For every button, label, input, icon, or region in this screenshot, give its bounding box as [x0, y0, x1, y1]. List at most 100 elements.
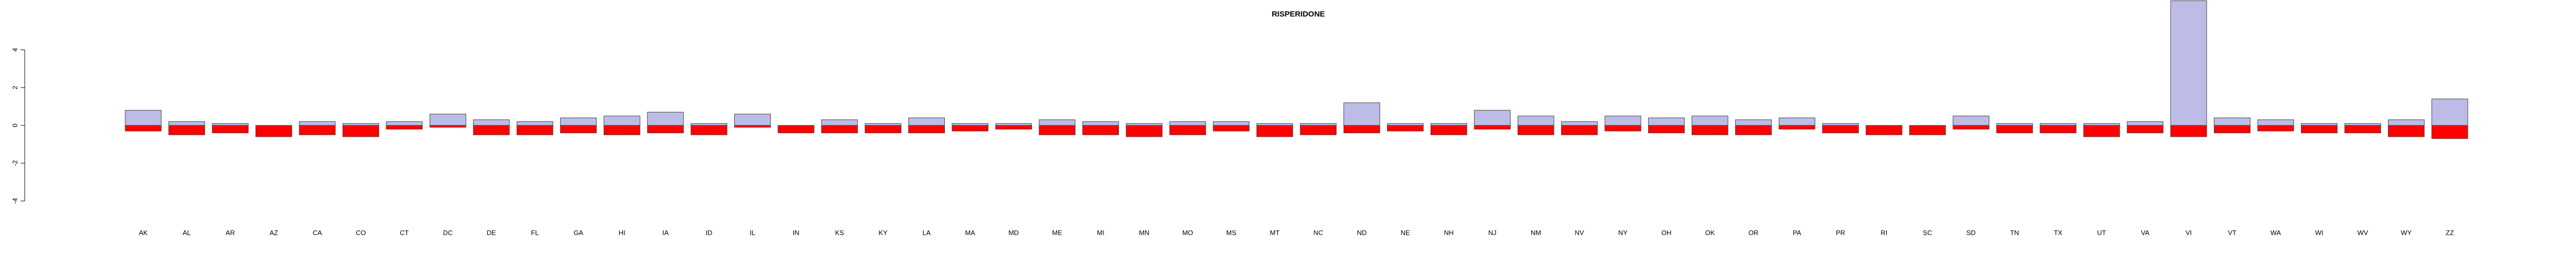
bar — [690, 125, 727, 135]
bar — [1430, 125, 1467, 135]
bar — [2127, 121, 2164, 126]
bar — [908, 117, 945, 126]
x-tick-label: FL — [531, 229, 539, 236]
bar — [473, 119, 510, 126]
bar — [386, 121, 423, 126]
bar — [1343, 102, 1380, 126]
x-tick-label: NV — [1575, 229, 1584, 236]
bar — [1604, 125, 1641, 132]
bar — [1517, 116, 1554, 126]
bar — [516, 125, 553, 135]
bar — [1909, 125, 1946, 135]
x-tick-label: SD — [1967, 229, 1976, 236]
bar — [2388, 119, 2425, 126]
bar — [734, 125, 771, 128]
bar — [1474, 125, 1511, 130]
bar — [2040, 125, 2077, 134]
bar — [1996, 123, 2033, 126]
bar — [168, 125, 205, 135]
bar — [255, 125, 292, 137]
x-tick-label: NY — [1618, 229, 1628, 236]
bar — [952, 123, 989, 126]
bar — [1300, 123, 1337, 126]
x-tick-label: MA — [965, 229, 975, 236]
bar — [473, 125, 510, 135]
bar — [429, 125, 466, 128]
bar — [2257, 119, 2294, 126]
bar — [952, 125, 989, 132]
bar — [560, 125, 597, 134]
bar — [690, 123, 727, 126]
x-tick-label: DE — [487, 229, 496, 236]
x-tick-label: NE — [1401, 229, 1410, 236]
x-tick-label: AK — [139, 229, 148, 236]
bar — [1256, 125, 1293, 137]
bar — [734, 114, 771, 126]
chart-title: RISPERIDONE — [1272, 10, 1325, 19]
bar — [212, 125, 249, 134]
x-tick-label: WI — [2315, 229, 2324, 236]
bar — [647, 111, 684, 126]
x-tick-label: WA — [2270, 229, 2281, 236]
bar — [1300, 125, 1337, 135]
bar — [865, 123, 902, 126]
x-tick-label: CO — [356, 229, 366, 236]
bar — [1517, 125, 1554, 135]
bar — [647, 125, 684, 134]
x-tick-label: DC — [443, 229, 453, 236]
x-tick-label: ID — [706, 229, 713, 236]
x-tick-label: NC — [1313, 229, 1323, 236]
x-tick-label: LA — [923, 229, 931, 236]
bar — [1691, 116, 1728, 126]
bar — [342, 125, 379, 137]
bar — [2301, 125, 2338, 134]
x-tick-label: MD — [1008, 229, 1019, 236]
bar — [342, 123, 379, 126]
bar — [1953, 125, 1990, 130]
x-tick-label: PA — [1793, 229, 1802, 236]
x-tick-label: MS — [1226, 229, 1236, 236]
y-tick-label: 0 — [11, 123, 19, 127]
x-tick-label: MI — [1097, 229, 1104, 236]
bar — [299, 121, 336, 126]
bar — [1866, 125, 1903, 135]
bar — [1561, 125, 1598, 135]
x-tick-label: IN — [793, 229, 800, 236]
x-tick-label: OH — [1662, 229, 1672, 236]
bar — [821, 119, 858, 126]
bar — [1953, 116, 1990, 126]
bar — [2083, 125, 2120, 137]
bar — [429, 114, 466, 126]
bar — [1822, 125, 1859, 134]
x-tick-label: MO — [1182, 229, 1193, 236]
bar — [1343, 125, 1380, 134]
bar — [1213, 121, 1250, 126]
bar — [1169, 121, 1206, 126]
bar — [1735, 119, 1772, 126]
bar — [2257, 125, 2294, 132]
x-tick-label: OR — [1749, 229, 1759, 236]
bar — [1213, 125, 1250, 132]
x-tick-label: CA — [313, 229, 322, 236]
bar — [2040, 123, 2077, 126]
bar — [2344, 123, 2381, 126]
x-tick-label: GA — [573, 229, 583, 236]
bar — [1430, 123, 1467, 126]
bar — [1126, 123, 1163, 126]
bar — [2214, 117, 2251, 126]
bar — [1604, 116, 1641, 126]
bar — [1648, 125, 1685, 134]
x-tick-label: VI — [2185, 229, 2192, 236]
bar — [1648, 117, 1685, 126]
bar — [2214, 125, 2251, 134]
x-tick-label: KY — [878, 229, 888, 236]
x-tick-label: OK — [1705, 229, 1715, 236]
x-tick-label: NH — [1444, 229, 1454, 236]
bar — [908, 125, 945, 134]
y-tick-label: 4 — [11, 48, 19, 52]
bar — [2301, 123, 2338, 126]
bar — [865, 125, 902, 134]
bar — [386, 125, 423, 130]
bar — [1256, 123, 1293, 126]
bar — [1082, 125, 1119, 135]
